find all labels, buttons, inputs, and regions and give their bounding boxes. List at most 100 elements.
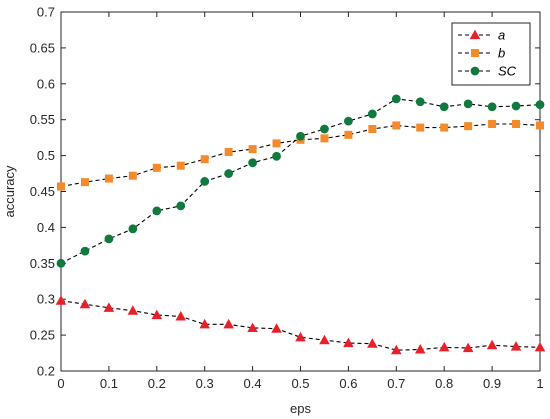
- series-a-point: [175, 311, 187, 321]
- series-b-point: [440, 123, 449, 132]
- series-b-point: [128, 171, 137, 180]
- x-tick-label: 0: [57, 376, 64, 391]
- legend-marker: [469, 29, 481, 40]
- series-a-point: [438, 341, 450, 352]
- x-axis-label: eps: [290, 401, 311, 416]
- y-tick-label: 0.3: [37, 292, 55, 307]
- series-a-point: [391, 344, 402, 355]
- series-b-point: [104, 174, 113, 183]
- series-sc-point: [80, 246, 90, 256]
- x-tick-label: 0.5: [291, 376, 309, 391]
- x-tick-label: 0.7: [387, 376, 405, 391]
- series-b-point: [80, 178, 89, 187]
- series-a-point: [79, 298, 91, 309]
- legend-entry-a: a: [458, 28, 505, 43]
- series-sc-point: [104, 234, 114, 244]
- y-tick-label: 0.35: [30, 256, 55, 271]
- series-sc-point: [200, 177, 210, 186]
- series-b-point: [200, 155, 209, 164]
- legend-box: [451, 22, 531, 86]
- series-a-point: [103, 302, 115, 312]
- y-tick-label: 0.25: [30, 328, 55, 343]
- x-tick-label: 0.9: [483, 376, 501, 391]
- x-tick-label: 0.8: [435, 376, 453, 391]
- series-b-point: [152, 163, 161, 172]
- series-sc-point: [128, 224, 138, 234]
- y-tick-label: 0.7: [37, 5, 55, 20]
- y-tick-label: 0.6: [37, 76, 55, 91]
- series-b-point: [344, 130, 353, 139]
- x-tick-label: 1: [536, 376, 543, 391]
- series-sc-point: [463, 99, 473, 109]
- x-tick-label: 0.2: [148, 376, 166, 391]
- y-tick-label: 0.55: [30, 112, 55, 127]
- x-tick-label: 0.6: [339, 376, 357, 391]
- series-sc-point: [439, 102, 449, 112]
- series-a-point: [319, 334, 330, 345]
- x-tick-label: 0.4: [244, 376, 262, 391]
- y-tick-label: 0.65: [30, 40, 55, 55]
- series-sc-point: [511, 101, 521, 111]
- series-b-point: [57, 182, 66, 191]
- series-sc-point: [248, 158, 258, 168]
- series-a-point: [462, 342, 474, 353]
- series-sc-point: [320, 124, 329, 134]
- series-sc-point: [272, 151, 281, 161]
- series-sc-point: [176, 201, 186, 211]
- series-a-point: [271, 323, 282, 333]
- series-sc-point: [343, 116, 353, 126]
- series-sc-point: [56, 258, 66, 268]
- series-b-point: [368, 125, 377, 134]
- series-a-point: [367, 338, 378, 348]
- series-b-point: [272, 139, 281, 148]
- series-b-point: [176, 161, 185, 170]
- series-a-point: [343, 337, 354, 348]
- series-b-point: [416, 123, 425, 132]
- y-tick-label: 0.5: [37, 148, 55, 163]
- series-a-point: [510, 341, 522, 351]
- series-a-point: [127, 305, 139, 315]
- legend-label: a: [498, 28, 505, 43]
- series-a-line: [60, 300, 541, 351]
- series-b-point: [512, 120, 521, 129]
- y-tick-label: 0.2: [37, 364, 55, 379]
- series-b-point: [224, 148, 233, 157]
- series-b-point: [536, 121, 545, 130]
- legend-marker: [470, 49, 479, 58]
- series-a: [55, 295, 546, 355]
- series-a-point: [534, 341, 546, 352]
- legend-entry-sc: SC: [458, 64, 517, 79]
- series-sc-point: [487, 102, 497, 112]
- x-axis-ticks: 0 0.1 0.2 0.3 0.4 0.5 0.6 0.7 0.8 0.9 1: [57, 12, 544, 391]
- series-a-point: [247, 322, 258, 333]
- series-a-point: [414, 344, 426, 354]
- y-axis-ticks: 0.2 0.25 0.3 0.35 0.4 0.45 0.5 0.55 0.6 0.65 0.7: [30, 5, 540, 379]
- legend-entry-b: b: [458, 46, 505, 61]
- series-a-point: [151, 309, 163, 320]
- series-a-point: [55, 295, 67, 305]
- series-a-point: [295, 331, 306, 342]
- series-sc-point: [367, 109, 377, 119]
- legend-marker: [470, 66, 480, 76]
- y-tick-label: 0.45: [30, 184, 55, 199]
- series-sc-point: [535, 100, 545, 110]
- series-sc-point: [415, 97, 425, 107]
- x-tick-label: 0.3: [196, 376, 214, 391]
- series-b: [57, 120, 545, 191]
- x-tick-label: 0.1: [100, 376, 118, 391]
- series-sc-point: [296, 131, 305, 141]
- legend-label: b: [498, 46, 505, 61]
- legend-label: SC: [498, 64, 517, 79]
- series-b-point: [320, 134, 329, 143]
- series-b-point: [464, 122, 473, 131]
- series-a-point: [486, 339, 498, 350]
- series-sc-point: [391, 94, 401, 104]
- series-layer: [55, 94, 546, 355]
- y-tick-label: 0.4: [37, 220, 55, 235]
- series-sc-point: [152, 206, 162, 216]
- series-sc-point: [224, 169, 234, 178]
- y-axis-label: accuracy: [2, 165, 17, 218]
- legend: ab SC: [451, 22, 531, 86]
- series-a-point: [223, 318, 234, 329]
